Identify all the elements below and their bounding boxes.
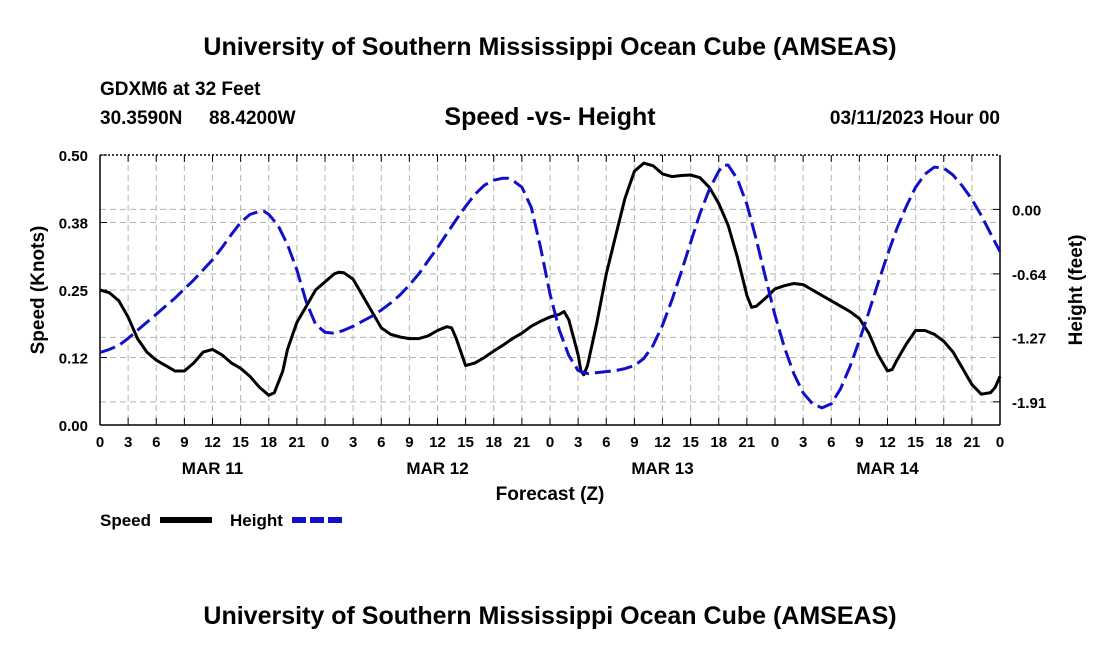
x-tick-label: 12 bbox=[879, 434, 896, 451]
x-tick-label: 18 bbox=[935, 434, 952, 451]
legend-speed-label: Speed bbox=[100, 511, 151, 530]
x-tick-label: 21 bbox=[739, 434, 756, 451]
y-left-tick-label: 0.00 bbox=[59, 418, 88, 435]
grid-lines bbox=[100, 155, 1000, 425]
x-tick-label: 3 bbox=[574, 434, 582, 451]
y-right-tick-label: -0.64 bbox=[1012, 267, 1047, 284]
x-tick-label: 15 bbox=[457, 434, 474, 451]
x-tick-label: 6 bbox=[152, 434, 160, 451]
chart-axes: 0 3 6 9 12 15 18 21 0 3 6 9 12 15 18 21 0 3 6 9 12 15 18 21 0 3 6 9… bbox=[59, 148, 1047, 478]
x-tick-label: 18 bbox=[260, 434, 277, 451]
footer-title: University of Southern Mississippi Ocean… bbox=[203, 602, 896, 630]
x-tick-label: 9 bbox=[405, 434, 413, 451]
y-axis-left-label: Speed (Knots) bbox=[28, 226, 49, 355]
x-tick-label: 21 bbox=[514, 434, 531, 451]
x-tick-label: 9 bbox=[180, 434, 188, 451]
y-right-tick-label: -1.27 bbox=[1012, 330, 1046, 347]
x-tick-label: 21 bbox=[964, 434, 981, 451]
x-tick-label: 0 bbox=[321, 434, 329, 451]
x-tick-label: 0 bbox=[546, 434, 554, 451]
x-tick-label: 15 bbox=[907, 434, 924, 451]
y-left-tick-label: 0.50 bbox=[59, 148, 88, 165]
x-tick-label: 0 bbox=[996, 434, 1004, 451]
station-lon: 88.4200W bbox=[209, 108, 296, 129]
x-tick-label: 6 bbox=[602, 434, 610, 451]
day-label: MAR 13 bbox=[631, 459, 693, 478]
speed-series-line bbox=[99, 161, 1002, 397]
x-tick-label: 3 bbox=[124, 434, 132, 451]
x-tick-label: 6 bbox=[827, 434, 835, 451]
y-right-tick-label: -1.91 bbox=[1012, 395, 1046, 412]
x-tick-label: 15 bbox=[682, 434, 699, 451]
x-axis-label: Forecast (Z) bbox=[496, 484, 605, 505]
day-label: MAR 12 bbox=[406, 459, 468, 478]
chart-title: University of Southern Mississippi Ocean… bbox=[203, 33, 896, 61]
x-tick-label: 15 bbox=[232, 434, 249, 451]
height-series-line bbox=[99, 163, 1002, 410]
chart-series bbox=[99, 161, 1002, 410]
y-left-tick-label: 0.12 bbox=[59, 351, 88, 368]
legend-height-label: Height bbox=[230, 511, 283, 530]
x-tick-label: 9 bbox=[630, 434, 638, 451]
legend: Speed Height bbox=[100, 511, 342, 530]
x-tick-label: 3 bbox=[349, 434, 357, 451]
x-tick-label: 21 bbox=[289, 434, 306, 451]
x-tick-label: 12 bbox=[654, 434, 671, 451]
day-label: MAR 11 bbox=[182, 459, 243, 478]
x-tick-label: 12 bbox=[204, 434, 221, 451]
station-lat: 30.3590N bbox=[100, 108, 182, 129]
forecast-datetime: 03/11/2023 Hour 00 bbox=[830, 108, 1000, 129]
chart-subtitle: Speed -vs- Height bbox=[444, 103, 656, 131]
x-tick-label: 12 bbox=[429, 434, 446, 451]
x-tick-label: 9 bbox=[855, 434, 863, 451]
day-label: MAR 14 bbox=[856, 459, 919, 478]
x-tick-label: 18 bbox=[710, 434, 727, 451]
y-left-tick-label: 0.25 bbox=[59, 283, 88, 300]
y-axis-right-label: Height (feet) bbox=[1066, 235, 1087, 346]
station-name: GDXM6 at 32 Feet bbox=[100, 79, 261, 100]
x-tick-label: 6 bbox=[377, 434, 385, 451]
y-right-tick-label: 0.00 bbox=[1012, 202, 1041, 219]
y-left-tick-label: 0.38 bbox=[59, 216, 88, 233]
x-tick-label: 0 bbox=[771, 434, 779, 451]
x-tick-label: 3 bbox=[799, 434, 807, 451]
x-tick-label: 0 bbox=[96, 434, 104, 451]
x-tick-label: 18 bbox=[485, 434, 502, 451]
